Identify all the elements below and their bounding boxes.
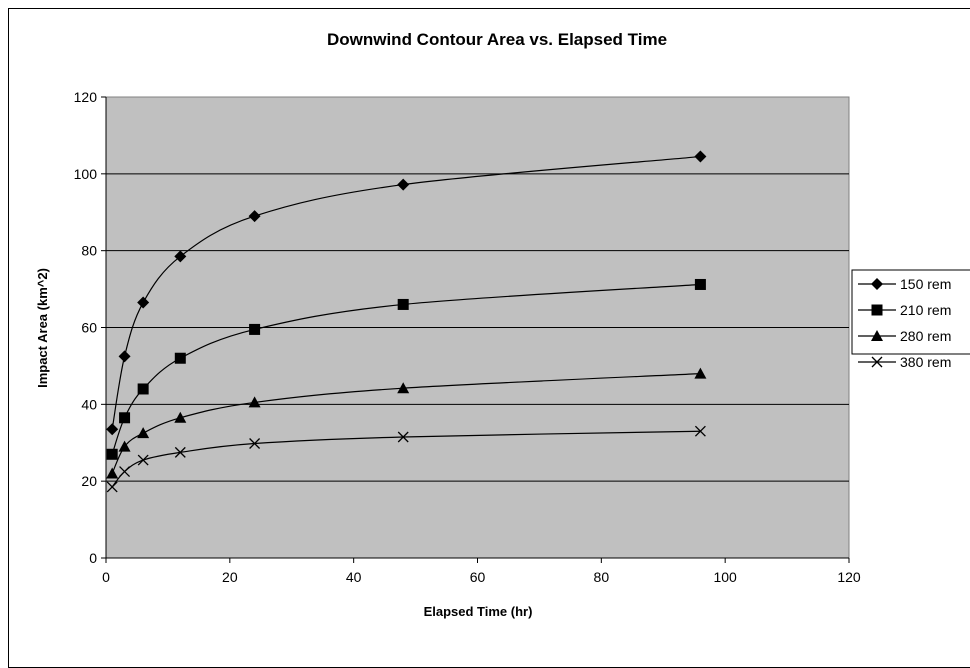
series-layer: [106, 150, 707, 493]
x-marker-stroke: [249, 438, 261, 449]
data-point: [871, 278, 883, 290]
x-axis-label: Elapsed Time (hr): [424, 604, 533, 619]
data-point: [174, 411, 187, 423]
series-280-rem: [106, 367, 707, 479]
data-point: [137, 383, 149, 395]
x-tick-label: 20: [222, 569, 238, 585]
data-point: [174, 352, 186, 364]
y-tick-label: 80: [81, 243, 97, 259]
data-point: [397, 178, 410, 191]
data-point: [174, 250, 187, 263]
series-line: [111, 373, 701, 474]
x-marker-stroke: [694, 425, 706, 437]
x-marker-stroke: [137, 454, 149, 466]
data-point: [118, 350, 131, 363]
data-point: [871, 304, 883, 316]
y-axis-label: Impact Area (km^2): [35, 268, 50, 388]
data-point: [106, 467, 119, 479]
x-tick-label: 120: [837, 569, 861, 585]
data-point: [248, 396, 261, 408]
data-point: [249, 438, 261, 449]
chart-svg: Downwind Contour Area vs. Elapsed Time 0…: [35, 30, 970, 619]
legend-label: 210 rem: [900, 302, 951, 318]
data-point: [871, 356, 883, 368]
x-tick-label: 80: [594, 569, 610, 585]
x-tick-label: 100: [713, 569, 737, 585]
legend-label: 280 rem: [900, 328, 951, 344]
y-tick-label: 0: [89, 550, 97, 566]
data-point: [694, 278, 706, 290]
legend-label: 150 rem: [900, 276, 951, 292]
x-marker-stroke: [397, 431, 409, 443]
data-point: [249, 323, 261, 335]
x-marker-stroke: [174, 446, 186, 458]
legend: 150 rem 210 rem 280 rem 380 rem: [851, 269, 970, 370]
data-point: [397, 431, 409, 443]
chart-title: Downwind Contour Area vs. Elapsed Time: [327, 30, 667, 49]
data-point: [106, 481, 118, 493]
x-tick-label: 40: [346, 569, 362, 585]
data-point: [397, 382, 410, 394]
y-tick-label: 120: [74, 89, 98, 105]
series-150-rem: [106, 150, 707, 436]
data-point: [248, 210, 261, 223]
series-210-rem: [106, 278, 706, 460]
data-point: [694, 150, 707, 163]
series-380-rem: [106, 425, 706, 493]
series-line: [111, 283, 701, 455]
data-point: [106, 423, 119, 436]
gridlines: [106, 173, 849, 482]
x-tick-label: 60: [470, 569, 486, 585]
data-point: [871, 330, 883, 341]
data-point: [119, 412, 131, 424]
axes: 0 20 40 60 80 100 120 0 20 40 60 80 100 120: [74, 89, 861, 585]
y-tick-label: 100: [74, 166, 98, 182]
data-point: [694, 367, 707, 379]
data-point: [174, 446, 186, 458]
data-point: [119, 466, 131, 478]
legend-label: 380 rem: [900, 354, 951, 370]
y-tick-label: 20: [81, 473, 97, 489]
y-tick-label: 60: [81, 320, 97, 336]
data-point: [694, 425, 706, 437]
series-line: [111, 155, 701, 430]
data-point: [106, 448, 118, 460]
data-point: [137, 427, 150, 439]
x-tick-label: 0: [102, 569, 110, 585]
x-marker-stroke: [106, 481, 118, 493]
data-point: [397, 298, 409, 310]
x-marker-stroke: [119, 466, 131, 478]
data-point: [118, 440, 131, 452]
data-point: [137, 454, 149, 466]
x-marker-stroke: [871, 356, 883, 368]
data-point: [137, 296, 150, 309]
y-tick-label: 40: [81, 396, 97, 412]
